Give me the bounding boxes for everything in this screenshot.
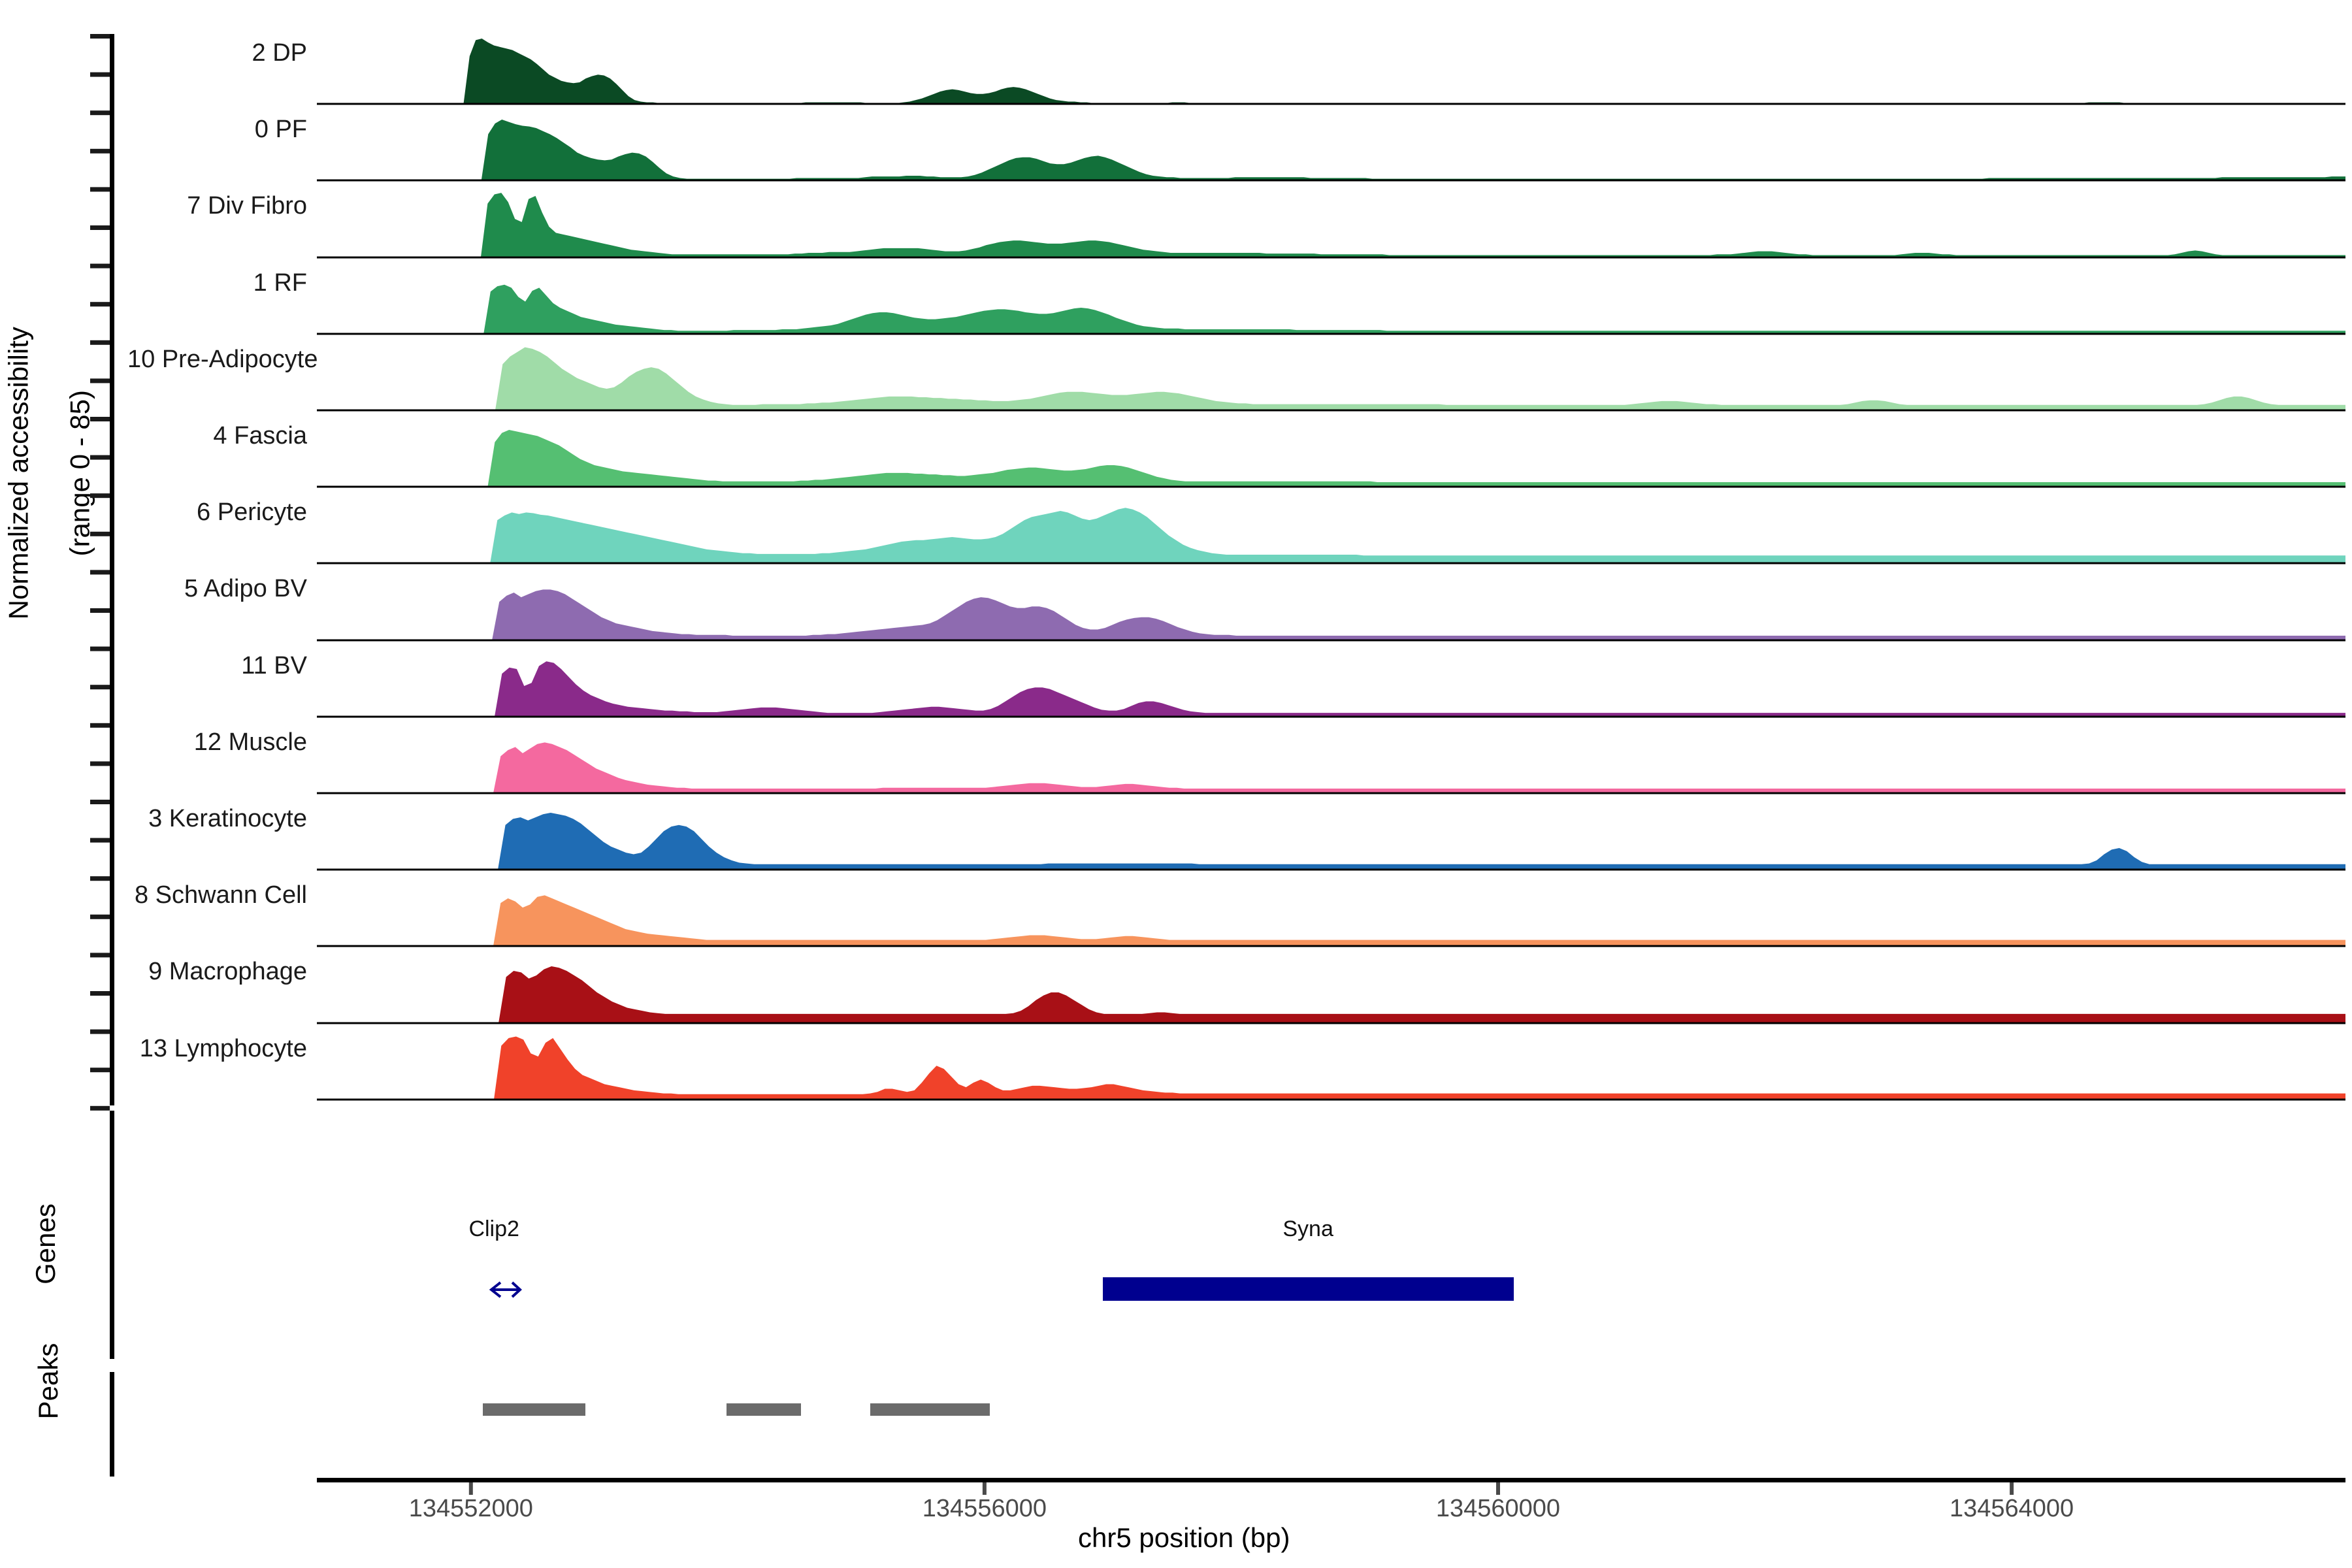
coverage-area-11-bv [317, 661, 2345, 718]
track-label-8-schwann-cell: 8 Schwann Cell [134, 881, 307, 909]
x-tick-label-2: 134560000 [1435, 1495, 1561, 1522]
peak-block[interactable] [482, 1403, 585, 1416]
coverage-area-1-rf [317, 284, 2345, 335]
track-label-3-keratinocyte: 3 Keratinocyte [148, 805, 307, 832]
peaks-section-label: Peaks [33, 1343, 63, 1420]
genes-section-label: Genes [30, 1203, 61, 1284]
y-axis-label-line1: Normalized accessibility [3, 327, 34, 620]
track-label-7-div-fibro: 7 Div Fibro [187, 192, 307, 220]
track-label-13-lymphocyte: 13 Lymphocyte [139, 1034, 307, 1062]
track-label-10-pre-adipocyte: 10 Pre-Adipocyte [127, 345, 318, 373]
coverage-y-spine [110, 34, 114, 1105]
genes-spine [110, 1111, 114, 1359]
coverage-area-5-adipo-bv [317, 589, 2345, 642]
gene-block-syna[interactable] [1102, 1277, 1514, 1301]
coverage-area-13-lymphocyte [317, 1036, 2345, 1101]
x-tick-label-3: 134564000 [1949, 1495, 2074, 1522]
track-label-9-macrophage: 9 Macrophage [148, 958, 307, 986]
gene-label-syna: Syna [1282, 1217, 1333, 1241]
track-label-0-pf: 0 PF [254, 116, 307, 144]
coverage-area-10-pre-adipocyte [317, 347, 2345, 412]
x-tick-label-0: 134552000 [408, 1495, 533, 1522]
coverage-area-9-macrophage [317, 966, 2345, 1024]
coverage-area-7-div-fibro [317, 192, 2345, 259]
x-axis-line [317, 1478, 2345, 1482]
coverage-area-6-pericyte [317, 508, 2345, 564]
coverage-area-4-fascia [317, 430, 2345, 488]
track-label-6-pericyte: 6 Pericyte [197, 498, 307, 527]
peak-block[interactable] [726, 1403, 801, 1416]
peak-block[interactable] [870, 1403, 990, 1416]
coverage-area-3-keratinocyte [317, 813, 2345, 871]
coverage-area-2-dp [317, 39, 2345, 105]
track-label-5-adipo-bv: 5 Adipo BV [184, 575, 307, 603]
track-label-1-rf: 1 RF [253, 269, 307, 297]
gene-label-clip2: Clip2 [468, 1217, 519, 1241]
peaks-spine [110, 1372, 114, 1477]
track-label-2-dp: 2 DP [252, 39, 307, 67]
track-label-12-muscle: 12 Muscle [193, 728, 307, 756]
track-label-11-bv: 11 BV [241, 651, 307, 679]
x-axis-title: chr5 position (bp) [1078, 1522, 1290, 1553]
gene-strand-arrow-left-icon[interactable] [487, 1276, 527, 1303]
coverage-y-ticks [90, 34, 110, 1111]
coverage-area-0-pf [317, 120, 2345, 182]
coverage-area-12-muscle [317, 742, 2345, 794]
track-label-4-fascia: 4 Fascia [213, 422, 307, 449]
x-tick-label-1: 134556000 [922, 1495, 1047, 1522]
coverage-area-8-schwann-cell [317, 895, 2345, 947]
x-axis-ticks [468, 1482, 2014, 1495]
